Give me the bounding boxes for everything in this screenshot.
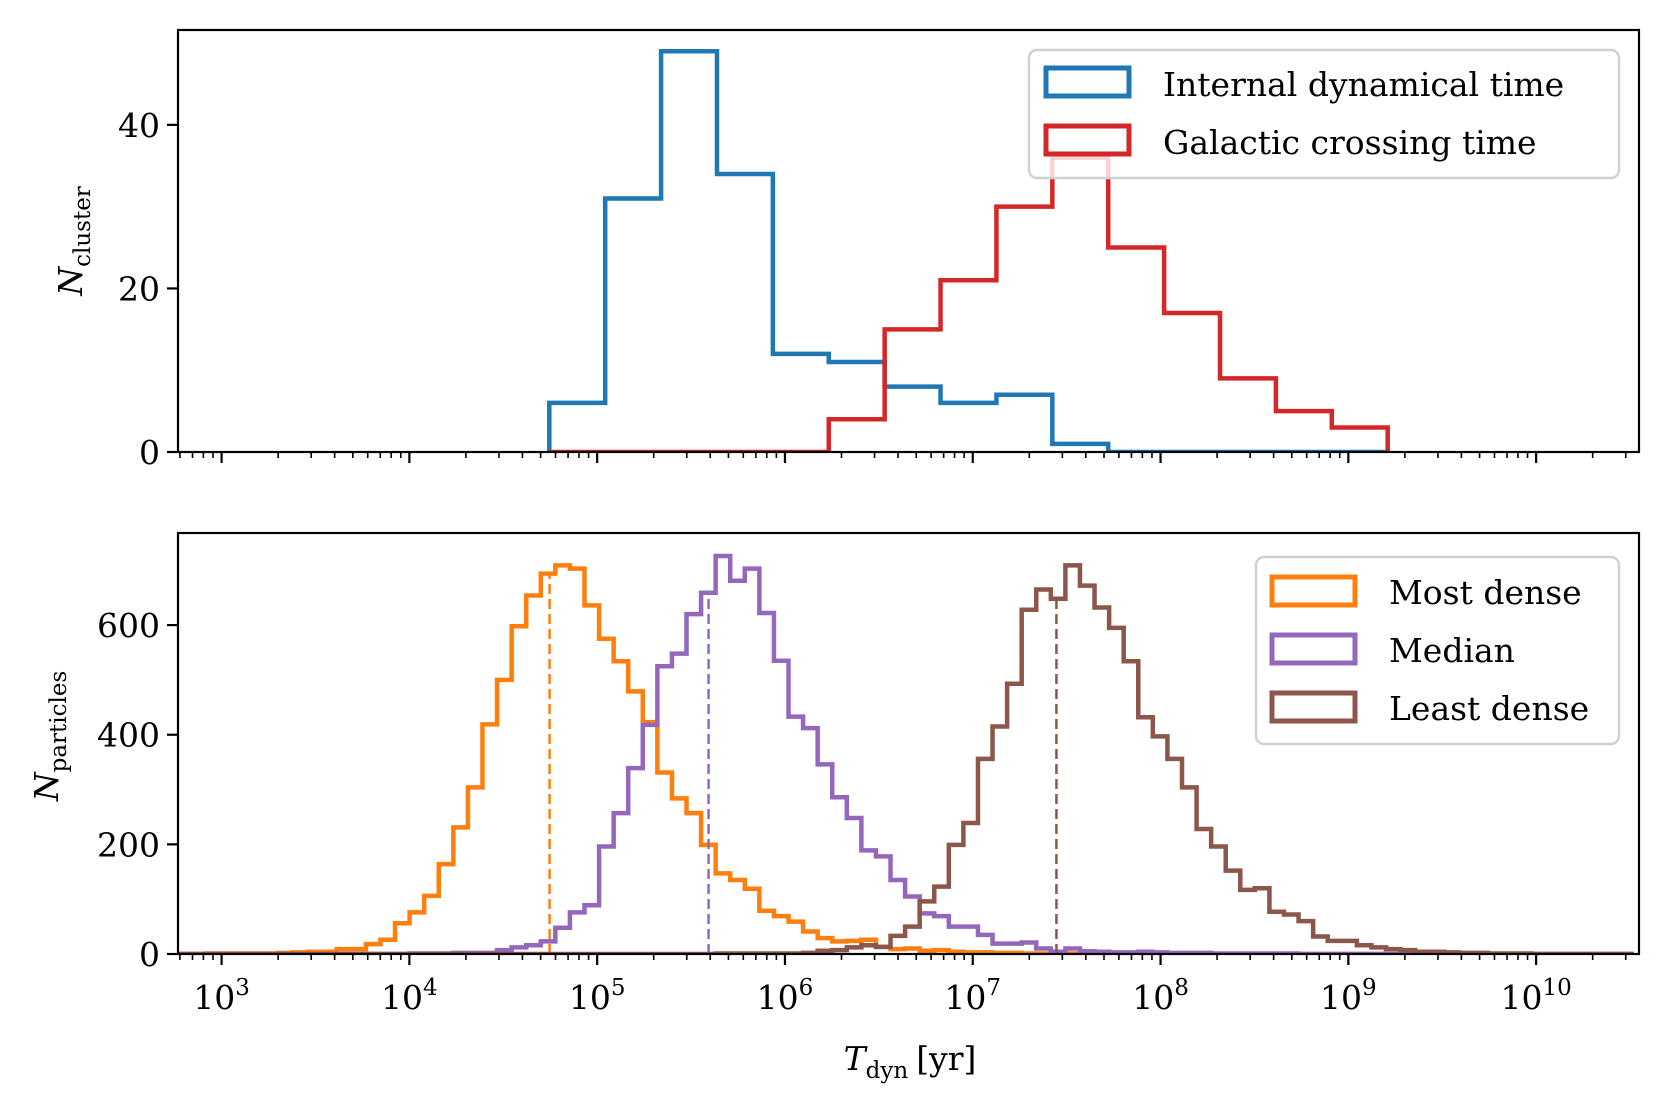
bottom-y-tick-label: 200 xyxy=(97,825,160,864)
legend-label-galactic: Galactic crossing time xyxy=(1163,123,1537,162)
bottom-histogram-least-dense xyxy=(178,563,1634,954)
bottom-y-axis-label: Nparticles xyxy=(27,671,72,803)
bottom-y-tick-label: 0 xyxy=(139,935,160,974)
top-axes-frame xyxy=(176,28,1641,454)
bottom-axes-frame xyxy=(176,531,1641,956)
x-tick-label: 103 xyxy=(193,975,250,1017)
bottom-y-tick-label: 600 xyxy=(97,606,160,645)
x-tick-label: 1010 xyxy=(1500,975,1571,1017)
x-tick-label: 109 xyxy=(1320,975,1377,1017)
bottom-panel: 103 104 105 106 107 108 109 1010 0 200 400 600 Npar… xyxy=(27,531,1641,1084)
bottom-axis-ticks: 103 104 105 106 107 108 109 1010 0 200 400 600 xyxy=(97,606,1627,1017)
bottom-legend: Most dense Median Least dense xyxy=(1254,555,1621,746)
top-histogram-galactic-crossing-time xyxy=(549,155,1390,452)
x-axis-label: Tdyn [yr] xyxy=(844,1039,977,1084)
legend-swatch-galactic xyxy=(1043,123,1132,157)
legend-label-least-dense: Least dense xyxy=(1389,689,1589,728)
top-y-tick-label: 20 xyxy=(118,269,160,308)
legend-swatch-least-dense xyxy=(1269,690,1358,724)
top-panel: 0 20 40 Ncluster Internal dynamical time G… xyxy=(51,28,1641,472)
top-y-tick-label: 0 xyxy=(139,433,160,472)
top-plot-area xyxy=(547,49,1390,452)
top-legend-frame xyxy=(1027,48,1621,180)
top-y-tick-label: 40 xyxy=(118,106,160,145)
legend-swatch-median xyxy=(1269,632,1358,666)
x-tick-label: 104 xyxy=(381,975,438,1017)
x-tick-label: 108 xyxy=(1132,975,1189,1017)
legend-swatch-most-dense xyxy=(1269,574,1358,608)
legend-label-internal: Internal dynamical time xyxy=(1163,65,1564,104)
legend-label-median: Median xyxy=(1389,631,1515,670)
x-tick-label: 106 xyxy=(757,975,814,1017)
x-tick-label: 105 xyxy=(569,975,626,1017)
legend-swatch-internal xyxy=(1043,65,1132,99)
top-y-axis-label: Ncluster xyxy=(51,186,96,297)
bottom-histogram-most-dense xyxy=(178,563,1634,954)
x-tick-label: 107 xyxy=(944,975,1001,1017)
bottom-y-tick-label: 400 xyxy=(97,716,160,755)
top-legend: Internal dynamical time Galactic crossin… xyxy=(1027,48,1621,180)
legend-label-most-dense: Most dense xyxy=(1389,573,1582,612)
